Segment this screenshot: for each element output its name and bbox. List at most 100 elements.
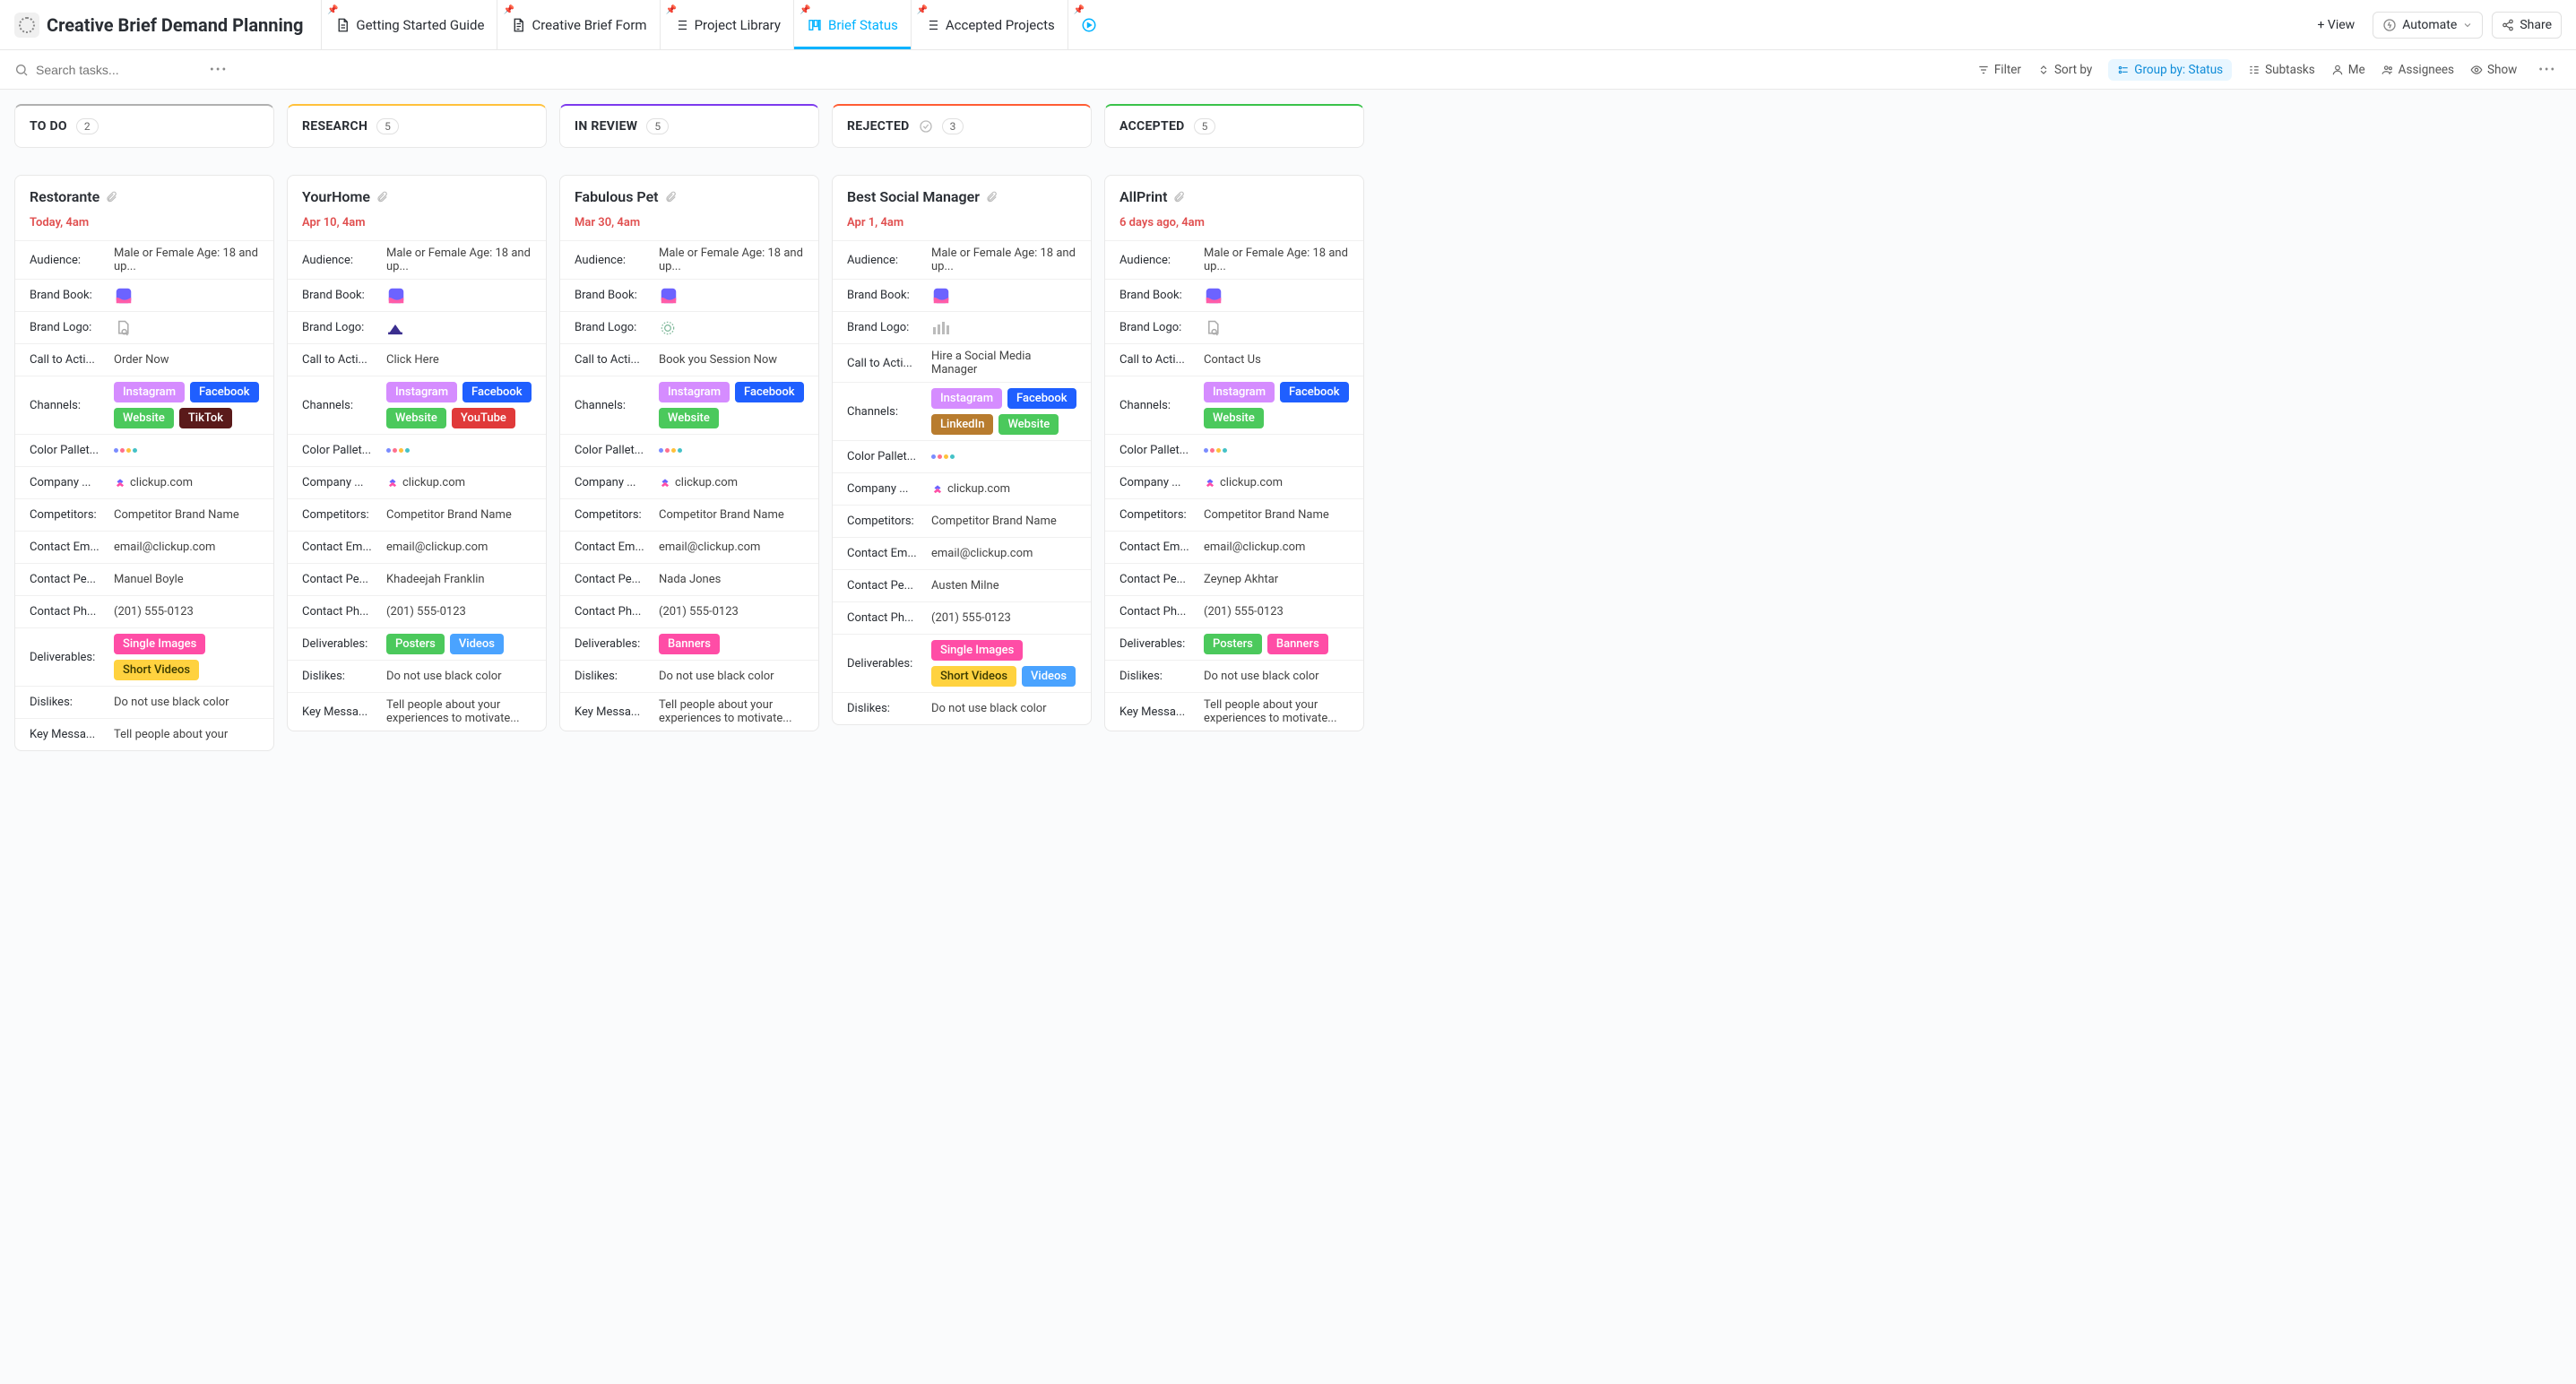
field-label: Color Pallet... — [847, 450, 924, 463]
tag-website: Website — [114, 408, 174, 428]
field-brandlogo: Brand Logo: — [560, 311, 818, 343]
field-dislikes: Dislikes:Do not use black color — [833, 692, 1091, 724]
tag-website: Website — [1204, 408, 1264, 428]
field-label: Dislikes: — [302, 670, 379, 683]
palette-dots — [659, 448, 804, 453]
tag-facebook: Facebook — [735, 382, 804, 402]
field-value: PostersBanners — [1204, 634, 1349, 654]
tag-facebook: Facebook — [462, 382, 532, 402]
column-header[interactable]: RESEARCH5 — [287, 104, 547, 148]
field-value: Tell people about your — [114, 728, 259, 741]
me-button[interactable]: Me — [2331, 63, 2365, 77]
field-label: Call to Acti... — [1119, 353, 1197, 367]
field-label: Call to Acti... — [575, 353, 652, 367]
attachment-icon — [376, 191, 388, 203]
card[interactable]: Best Social ManagerApr 1, 4amAudience:Ma… — [832, 175, 1092, 725]
field-channels: Channels:InstagramFacebookWebsiteYouTube — [288, 376, 546, 434]
eye-icon — [2470, 64, 2483, 76]
field-brandbook: Brand Book: — [560, 279, 818, 311]
field-label: Contact Pe... — [575, 573, 652, 586]
app-icon — [14, 13, 39, 38]
brandbook-icon — [659, 286, 804, 306]
field-value: (201) 555-0123 — [114, 605, 259, 618]
card-head: YourHomeApr 10, 4am — [288, 176, 546, 240]
toolbar-more-icon[interactable]: ••• — [2533, 63, 2562, 77]
field-value: PostersVideos — [386, 634, 532, 654]
tag-linkedin: LinkedIn — [931, 414, 993, 435]
column-rejected: REJECTED3Best Social ManagerApr 1, 4amAu… — [832, 104, 1092, 725]
field-label: Contact Ph... — [30, 605, 107, 618]
field-label: Contact Pe... — [302, 573, 379, 586]
card[interactable]: YourHomeApr 10, 4amAudience:Male or Fema… — [287, 175, 547, 731]
field-value: email@clickup.com — [931, 547, 1076, 560]
tag-instagram: Instagram — [1204, 382, 1275, 402]
field-value: (201) 555-0123 — [659, 605, 804, 618]
pin-icon: 📌 — [1074, 5, 1085, 15]
column-header[interactable]: TO DO2 — [14, 104, 274, 148]
filter-button[interactable]: Filter — [1977, 63, 2021, 77]
tab-brief-status[interactable]: 📌Brief Status — [793, 0, 911, 49]
field-cta: Call to Acti...Order Now — [15, 343, 273, 376]
column-header[interactable]: IN REVIEW5 — [559, 104, 819, 148]
column-header[interactable]: REJECTED3 — [832, 104, 1092, 148]
field-value: Do not use black color — [931, 702, 1076, 715]
card[interactable]: AllPrint6 days ago, 4amAudience:Male or … — [1104, 175, 1364, 731]
tab-extra[interactable]: 📌 — [1068, 0, 1110, 49]
show-button[interactable]: Show — [2470, 63, 2517, 77]
field-value — [386, 448, 532, 453]
field-audience: Audience:Male or Female Age: 18 and up..… — [560, 240, 818, 279]
card[interactable]: RestoranteToday, 4amAudience:Male or Fem… — [14, 175, 274, 751]
field-label: Company ... — [847, 482, 924, 496]
field-label: Audience: — [847, 254, 924, 267]
search-input[interactable] — [36, 63, 197, 77]
field-value: Tell people about your experiences to mo… — [386, 698, 532, 725]
due-date: Apr 1, 4am — [847, 216, 1076, 229]
field-label: Company ... — [30, 476, 107, 489]
field-value: Male or Female Age: 18 and up... — [386, 247, 532, 273]
automate-button[interactable]: Automate — [2373, 12, 2483, 39]
groupby-button[interactable]: Group by: Status — [2108, 59, 2232, 81]
add-view-button[interactable]: + View — [2309, 13, 2364, 38]
share-button[interactable]: Share — [2492, 12, 2562, 39]
field-value — [931, 286, 1076, 306]
brandbook-icon — [931, 286, 1076, 306]
field-competitors: Competitors:Competitor Brand Name — [560, 498, 818, 531]
field-value: InstagramFacebookWebsite — [1204, 382, 1349, 428]
field-label: Contact Em... — [575, 541, 652, 554]
card-title: YourHome — [302, 188, 370, 205]
assignees-button[interactable]: Assignees — [2382, 63, 2454, 77]
field-value — [659, 319, 804, 337]
card[interactable]: Fabulous PetMar 30, 4amAudience:Male or … — [559, 175, 819, 731]
sort-button[interactable]: Sort by — [2037, 63, 2092, 77]
card-fields: Audience:Male or Female Age: 18 and up..… — [833, 240, 1091, 724]
card-title: Fabulous Pet — [575, 188, 659, 205]
field-contact-person: Contact Pe...Austen Milne — [833, 569, 1091, 601]
field-label: Contact Ph... — [1119, 605, 1197, 618]
tags: InstagramFacebookWebsite — [1204, 382, 1349, 428]
search-wrap: ••• — [14, 63, 247, 77]
field-value: Tell people about your experiences to mo… — [1204, 698, 1349, 725]
field-value: Do not use black color — [659, 670, 804, 683]
tab-accepted-projects[interactable]: 📌Accepted Projects — [911, 0, 1068, 49]
tab-creative-brief-form[interactable]: 📌Creative Brief Form — [497, 0, 659, 49]
search-more-icon[interactable]: ••• — [204, 63, 233, 77]
attachment-icon — [105, 191, 117, 203]
tags: InstagramFacebookWebsite — [659, 382, 804, 428]
field-competitors: Competitors:Competitor Brand Name — [1105, 498, 1363, 531]
field-label: Competitors: — [302, 508, 379, 522]
brandlogo-icon — [1204, 319, 1349, 337]
clickup-icon — [659, 477, 671, 489]
share-icon — [2502, 19, 2514, 31]
field-company: Company ...clickup.com — [560, 466, 818, 498]
field-contact-email: Contact Em...email@clickup.com — [1105, 531, 1363, 563]
field-cta: Call to Acti...Click Here — [288, 343, 546, 376]
column-header[interactable]: ACCEPTED5 — [1104, 104, 1364, 148]
field-value: Competitor Brand Name — [1204, 508, 1349, 522]
tab-project-library[interactable]: 📌Project Library — [660, 0, 793, 49]
field-label: Key Messa... — [30, 728, 107, 741]
tag-banners: Banners — [1267, 634, 1328, 654]
tab-getting-started-guide[interactable]: 📌Getting Started Guide — [321, 0, 497, 49]
field-value: Male or Female Age: 18 and up... — [659, 247, 804, 273]
bolt-icon — [2382, 18, 2397, 32]
subtasks-button[interactable]: Subtasks — [2248, 63, 2315, 77]
